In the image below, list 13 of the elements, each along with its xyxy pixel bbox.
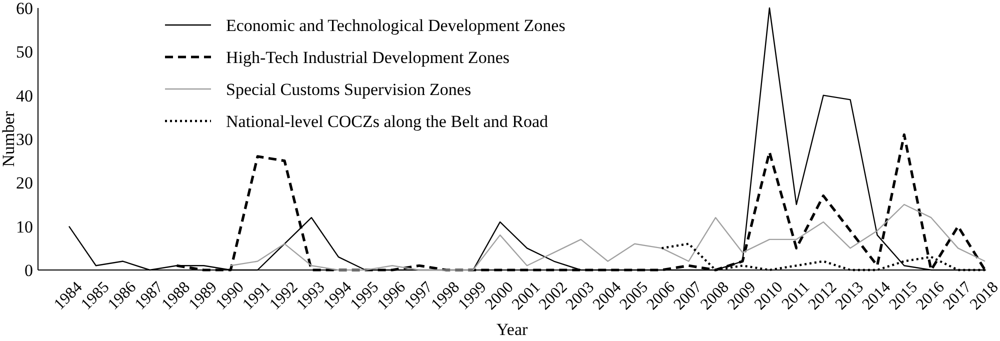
y-tick-label: 30 [16,130,33,149]
y-tick-label: 10 [16,217,33,236]
y-tick-label: 60 [16,0,33,18]
y-tick-label: 0 [24,260,33,280]
y-tick-label: 40 [16,86,33,106]
y-tick-label: 50 [16,42,33,62]
y-tick-label: 20 [16,174,33,193]
legend-label: High-Tech Industrial Development Zones [226,48,510,67]
y-axis-title: Number [0,110,18,167]
legend-label: Special Customs Supervision Zones [226,80,472,99]
legend-label: National-level COCZs along the Belt and Road [226,112,548,131]
legend-label: Economic and Technological Development Zones [226,16,566,35]
x-axis-title: Year [496,320,528,339]
